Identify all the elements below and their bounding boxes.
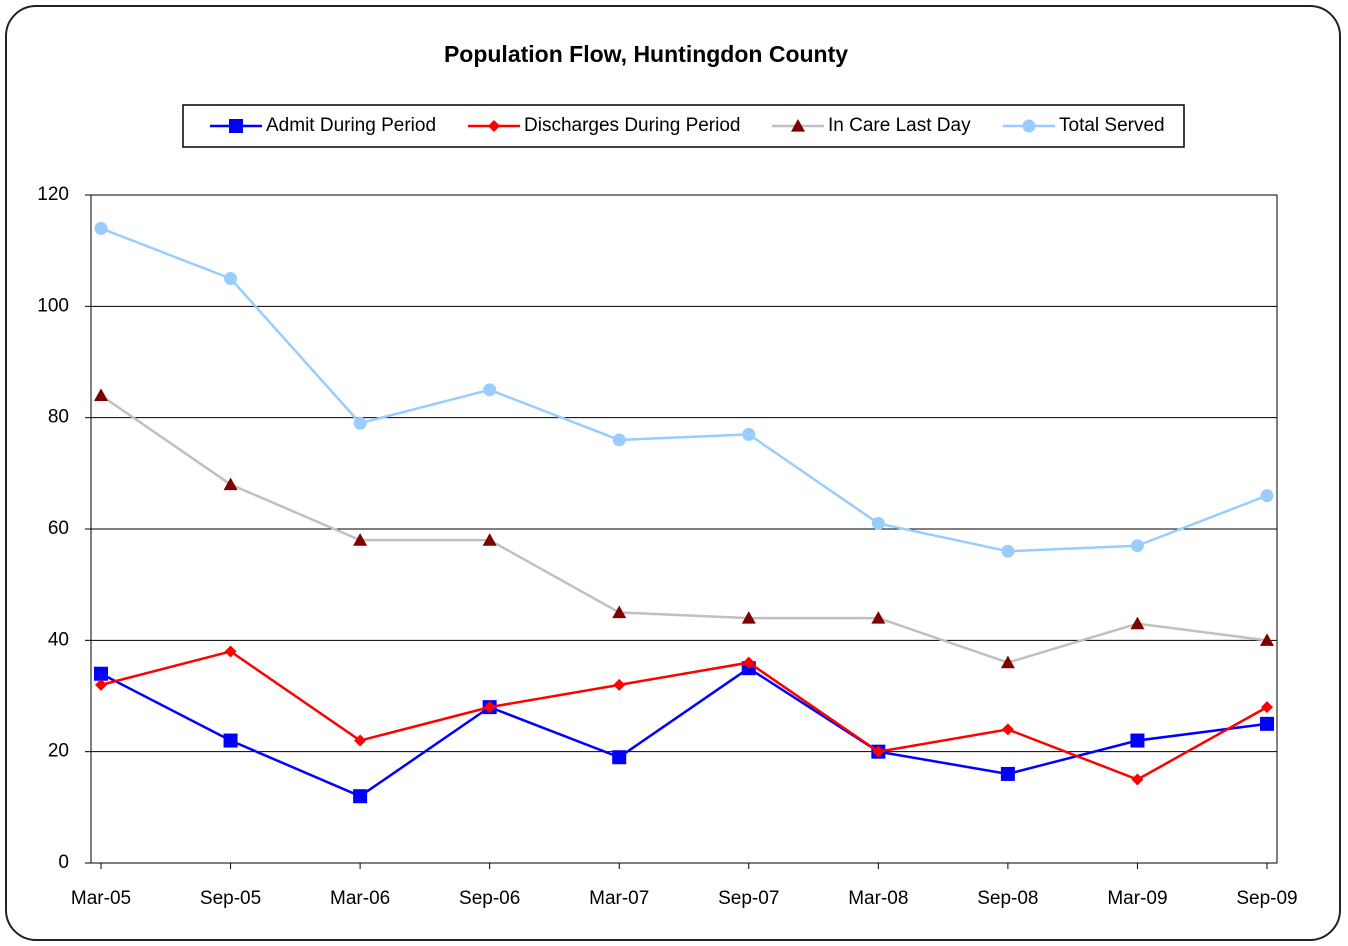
legend-marker	[229, 119, 243, 133]
data-point	[871, 611, 886, 624]
data-point	[1130, 733, 1145, 748]
y-tick-label: 40	[48, 629, 69, 650]
x-tick-label: Sep-07	[718, 888, 779, 909]
series-line	[100, 394, 1268, 664]
series-line	[100, 227, 1268, 553]
data-point	[353, 789, 368, 804]
data-point	[1131, 773, 1144, 786]
data-point	[1130, 616, 1145, 630]
data-point	[223, 477, 238, 491]
data-point	[94, 388, 108, 401]
data-point	[1130, 539, 1144, 553]
data-point	[612, 750, 627, 765]
legend-marker	[488, 120, 500, 132]
data-point	[872, 745, 885, 758]
data-point	[223, 733, 238, 748]
data-point	[483, 383, 497, 397]
data-point	[742, 427, 756, 441]
y-tick-label: 0	[58, 852, 69, 873]
legend-label: Total Served	[1059, 115, 1165, 136]
legend-label: Discharges During Period	[524, 115, 741, 136]
chart-title: Population Flow, Huntingdon County	[444, 41, 848, 67]
data-point	[94, 221, 108, 235]
data-point	[354, 734, 367, 747]
data-point	[1000, 766, 1015, 781]
x-tick-label: Sep-08	[977, 888, 1038, 909]
data-point	[483, 701, 496, 714]
x-tick-label: Mar-09	[1107, 888, 1167, 909]
data-point	[1000, 655, 1015, 669]
data-point	[741, 611, 756, 624]
legend-label: In Care Last Day	[828, 115, 971, 136]
data-point	[1001, 723, 1014, 736]
x-tick-label: Mar-06	[330, 888, 390, 909]
data-point	[613, 678, 626, 691]
data-point	[742, 656, 755, 669]
x-tick-label: Sep-05	[200, 888, 261, 909]
data-point	[612, 433, 626, 447]
y-tick-label: 100	[37, 295, 69, 316]
data-point	[224, 272, 238, 285]
series-line	[100, 650, 1268, 781]
x-tick-label: Mar-08	[848, 888, 908, 909]
chart-frame	[5, 5, 1341, 941]
data-point	[1260, 633, 1274, 646]
data-point	[353, 416, 367, 430]
data-point	[1260, 489, 1274, 503]
legend-marker	[1022, 119, 1036, 133]
x-tick-label: Mar-07	[589, 888, 649, 909]
x-tick-label: Sep-06	[459, 888, 520, 909]
series-line	[100, 666, 1268, 798]
data-point	[871, 516, 885, 530]
data-point	[1001, 544, 1015, 558]
data-point	[224, 645, 237, 658]
data-point	[94, 666, 108, 681]
data-point	[482, 533, 497, 546]
x-tick-label: Mar-05	[71, 888, 131, 909]
data-point	[612, 605, 627, 619]
y-tick-label: 120	[37, 184, 69, 205]
y-tick-label: 60	[48, 518, 69, 539]
legend-label: Admit During Period	[266, 115, 436, 136]
data-point	[353, 533, 368, 546]
data-point	[1261, 701, 1273, 714]
x-tick-label: Sep-09	[1236, 888, 1297, 909]
data-point	[95, 678, 107, 691]
y-tick-label: 20	[48, 741, 69, 762]
legend-marker	[791, 119, 805, 132]
y-tick-label: 80	[48, 407, 69, 428]
data-point	[1260, 716, 1274, 731]
